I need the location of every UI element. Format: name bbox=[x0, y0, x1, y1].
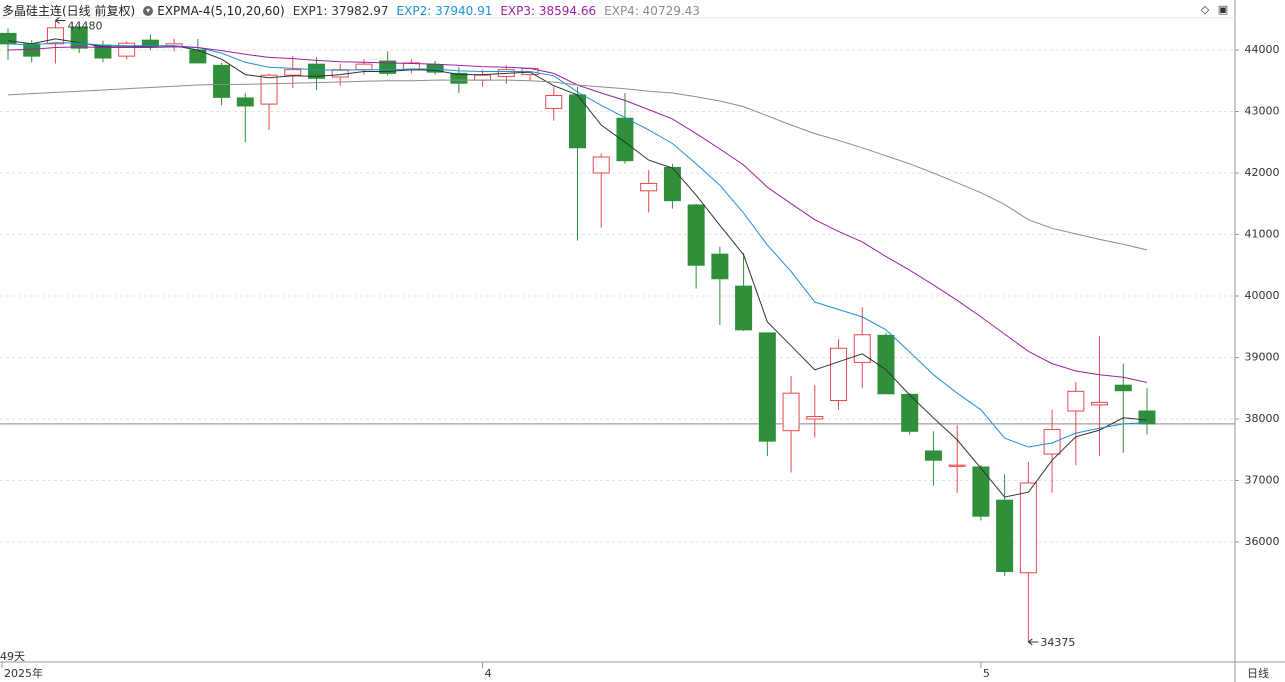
indicator-menu[interactable]: ▾ bbox=[143, 5, 154, 16]
candle-body bbox=[450, 72, 468, 84]
candle-body bbox=[260, 74, 278, 105]
candle-body bbox=[379, 60, 397, 74]
legend-entry: EXP2: 37940.91 bbox=[396, 3, 493, 18]
x-tick-label: 5 bbox=[983, 667, 990, 680]
legend-entry: EXP1: 37982.97 bbox=[292, 3, 389, 18]
y-tick-label: 37000 bbox=[1245, 474, 1280, 487]
legend-entry: EXP3: 38594.66 bbox=[500, 3, 597, 18]
candle-body bbox=[0, 32, 17, 45]
candle-body bbox=[46, 27, 64, 45]
candle-body bbox=[972, 466, 990, 517]
chart-title: 多晶硅主连(日线 前复权) bbox=[2, 4, 136, 18]
x-tick-label: 2025年 bbox=[4, 666, 43, 680]
candle-body bbox=[735, 285, 753, 331]
y-tick-label: 44000 bbox=[1245, 43, 1280, 56]
y-tick-label: 36000 bbox=[1245, 535, 1280, 548]
y-tick-label: 39000 bbox=[1245, 350, 1280, 363]
ema-line bbox=[7, 38, 1148, 498]
candle-body bbox=[236, 97, 254, 107]
header: 多晶硅主连(日线 前复权) ▾ EXPMA-4(5,10,20,60) EXP1… bbox=[2, 2, 700, 19]
candle-body bbox=[1043, 428, 1061, 455]
y-tick-label: 41000 bbox=[1245, 227, 1280, 240]
candle-body bbox=[806, 416, 824, 420]
candle-body bbox=[640, 182, 658, 192]
y-tick-label: 43000 bbox=[1245, 104, 1280, 117]
candle-body bbox=[1091, 401, 1109, 406]
count-label: 49天 bbox=[0, 650, 25, 663]
candle-body bbox=[782, 392, 800, 432]
y-tick-label: 38000 bbox=[1245, 412, 1280, 425]
y-tick-label: 40000 bbox=[1245, 289, 1280, 302]
candle-body bbox=[1114, 384, 1132, 392]
period-label: 日线 bbox=[1247, 666, 1269, 680]
candle-body bbox=[996, 499, 1014, 573]
candle-body bbox=[284, 69, 302, 76]
candle-body bbox=[687, 204, 705, 266]
candle-body bbox=[1067, 390, 1085, 412]
ema-line bbox=[7, 79, 1148, 251]
legend-entry: EXP4: 40729.43 bbox=[604, 3, 700, 18]
x-tick-label: 4 bbox=[485, 667, 492, 680]
y-tick-label: 42000 bbox=[1245, 166, 1280, 179]
candle-body bbox=[1138, 410, 1156, 425]
candle-body bbox=[616, 117, 634, 162]
candle-body bbox=[830, 347, 848, 402]
indicator-name: EXPMA-4(5,10,20,60) bbox=[157, 3, 285, 18]
candle-body bbox=[924, 450, 942, 461]
candle-body bbox=[877, 334, 895, 395]
candle-body bbox=[474, 74, 492, 81]
candle-body bbox=[355, 63, 373, 71]
candle-body bbox=[758, 332, 776, 442]
candle-body bbox=[711, 253, 729, 280]
icon[interactable]: ◇ bbox=[1201, 3, 1210, 16]
candle-body bbox=[213, 64, 231, 98]
candle-body bbox=[592, 156, 610, 174]
candle-body bbox=[948, 464, 966, 467]
icon[interactable]: ▣ bbox=[1218, 3, 1228, 16]
candle-body bbox=[545, 94, 563, 109]
annotation: 34375 bbox=[1040, 636, 1075, 649]
candle-body bbox=[1019, 482, 1037, 574]
candle-body bbox=[307, 63, 325, 79]
candle-body bbox=[426, 64, 444, 73]
annotation: 44480 bbox=[67, 19, 102, 32]
annotation-arrow bbox=[55, 17, 66, 24]
candle-body bbox=[663, 166, 681, 202]
annotation-arrow bbox=[1028, 638, 1039, 646]
candle-body bbox=[853, 334, 871, 363]
